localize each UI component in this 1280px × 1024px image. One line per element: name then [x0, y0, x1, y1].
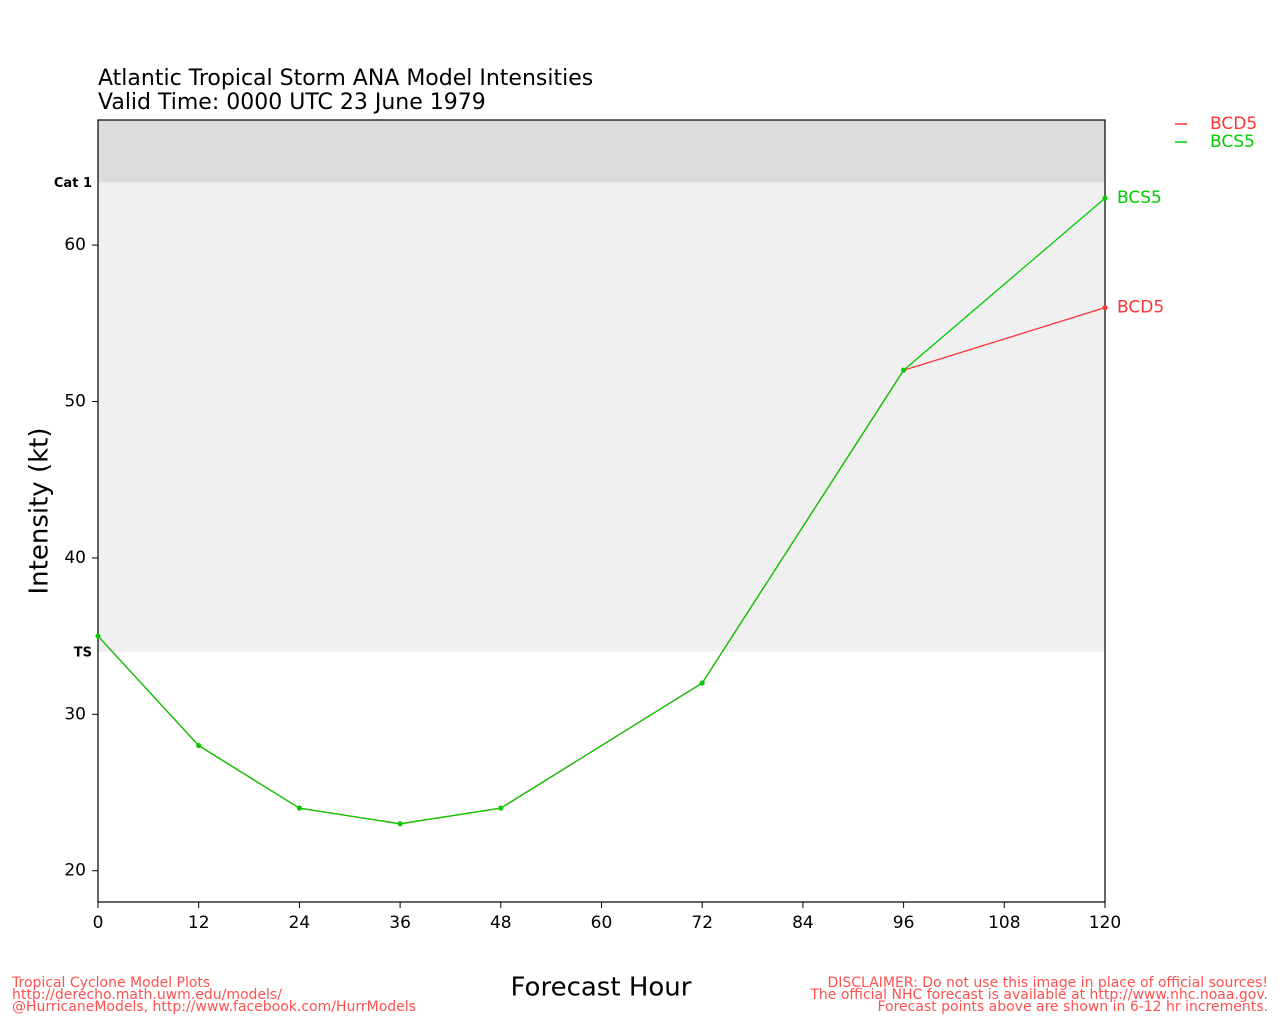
series-point: [699, 680, 705, 686]
x-tick-label: 120: [1089, 913, 1121, 933]
band-tropical-storm: [98, 182, 1105, 652]
y-tick-label: 30: [64, 704, 86, 724]
x-tick-label: 108: [988, 913, 1020, 933]
legend-label: BCD5: [1210, 114, 1257, 134]
series-point: [498, 805, 504, 811]
x-tick-label: 72: [691, 913, 713, 933]
x-tick-label: 24: [289, 913, 311, 933]
credit-line: Tropical Cyclone Model Plots: [11, 975, 210, 991]
band-hurricane: [98, 120, 1105, 183]
end-label: BCD5: [1117, 298, 1164, 318]
series-point: [196, 743, 202, 749]
x-tick-label: 48: [490, 913, 512, 933]
threshold-label: TS: [74, 645, 92, 660]
y-tick-label: 60: [64, 235, 86, 255]
chart-subtitle: Valid Time: 0000 UTC 23 June 1979: [98, 90, 486, 115]
threshold-label: Cat 1: [54, 176, 92, 191]
legend-label: BCS5: [1210, 132, 1255, 152]
y-tick-label: 50: [64, 392, 86, 412]
series-point: [397, 821, 403, 827]
x-axis-label: Forecast Hour: [511, 973, 692, 1003]
disclaimer-line: The official NHC forecast is available a…: [809, 987, 1268, 1003]
credit-line: @HurricaneModels, http://www.facebook.co…: [12, 999, 416, 1015]
series-point: [296, 805, 302, 811]
y-tick-label: 20: [64, 861, 86, 881]
series-point: [1102, 195, 1108, 201]
series-point: [901, 367, 907, 373]
x-tick-label: 96: [893, 913, 915, 933]
series-point: [1102, 305, 1108, 311]
x-tick-label: 84: [792, 913, 814, 933]
series-point: [95, 633, 101, 639]
x-tick-label: 60: [591, 913, 613, 933]
y-axis-label: Intensity (kt): [25, 428, 55, 595]
credit-line: http://derecho.math.uwm.edu/models/: [12, 987, 282, 1003]
disclaimer-line: Forecast points above are shown in 6-12 …: [877, 999, 1268, 1015]
end-label: BCS5: [1117, 188, 1162, 208]
chart-title: Atlantic Tropical Storm ANA Model Intens…: [98, 66, 593, 91]
x-tick-label: 12: [188, 913, 210, 933]
x-tick-label: 36: [389, 913, 411, 933]
x-tick-label: 0: [93, 913, 104, 933]
disclaimer-line: DISCLAIMER: Do not use this image in pla…: [827, 975, 1268, 991]
series-line: [97, 197, 1106, 825]
y-tick-label: 40: [64, 548, 86, 568]
